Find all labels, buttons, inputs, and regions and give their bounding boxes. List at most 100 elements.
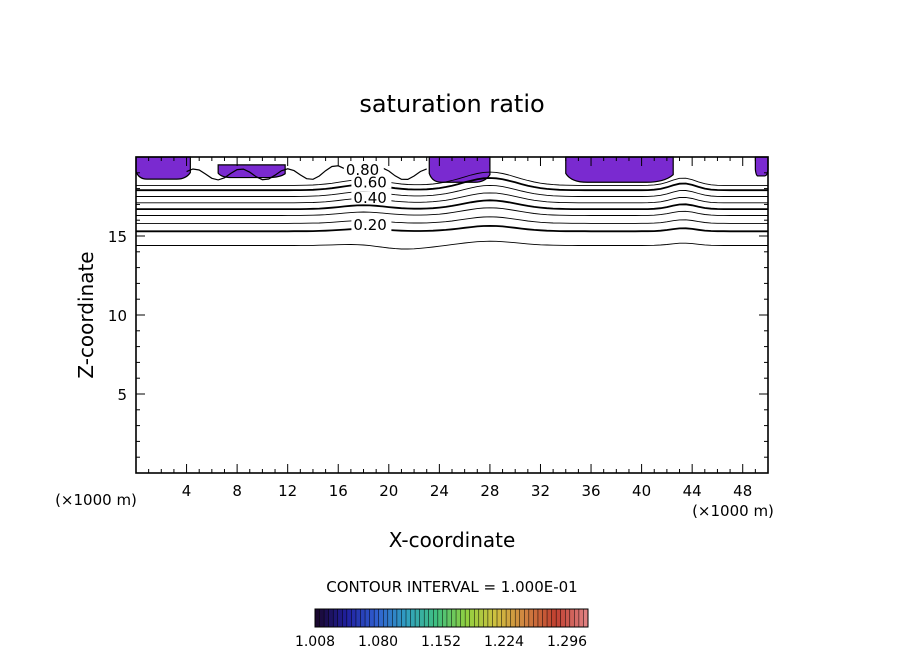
- contour-line: [136, 216, 768, 224]
- colorbar-cell: [542, 609, 548, 627]
- colorbar-cell: [428, 609, 434, 627]
- contour-line: [136, 192, 768, 204]
- colorbar-tick-label: 1.296: [547, 634, 587, 650]
- colorbar-cell: [433, 609, 439, 627]
- x-tick-label: 32: [531, 482, 550, 500]
- contour-labels: 0.800.600.40 0.20: [343, 161, 392, 234]
- colorbar-cell: [565, 609, 571, 627]
- contour-line: [136, 240, 768, 250]
- x-axis-label: X-coordinate: [389, 528, 516, 552]
- colorbar-cell: [337, 609, 343, 627]
- contour-line: [136, 224, 768, 233]
- colorbar-cell: [578, 609, 584, 627]
- y-tick-label: 10: [108, 307, 127, 325]
- colorbar-cell: [533, 609, 539, 627]
- colorbar-cell: [360, 609, 366, 627]
- x-tick-label: 48: [733, 482, 752, 500]
- colorbar-cell: [374, 609, 379, 627]
- colorbar-cell: [487, 609, 493, 627]
- x-tick-label: 28: [480, 482, 499, 500]
- colorbar-cell: [510, 609, 516, 627]
- x-tick-label: 24: [430, 482, 449, 500]
- x-tick-label: 40: [632, 482, 651, 500]
- colorbar-tick-label: 1.008: [295, 634, 335, 650]
- colorbar-cell: [519, 609, 525, 627]
- colorbar-cell: [437, 609, 443, 627]
- chart-title: saturation ratio: [359, 90, 544, 118]
- colorbar-cell: [324, 609, 329, 627]
- colorbar-cell: [392, 609, 398, 627]
- contour-line: [136, 177, 768, 192]
- colorbar-tick-labels: 1.008 1.080 1.152 1.224 1.296: [295, 634, 587, 650]
- contour-line: [136, 207, 768, 216]
- colorbar-cell: [492, 609, 498, 627]
- x-tick-labels: 4 8 12 16 20 24 28 32 36 40 44 48: [182, 482, 752, 500]
- colorbar-cell: [333, 609, 339, 627]
- contour-line: [136, 199, 768, 211]
- colorbar-cell: [483, 609, 489, 627]
- colorbar-frame: [314, 608, 589, 628]
- colorbar: [314, 608, 589, 628]
- colorbar-cell: [556, 609, 561, 627]
- colorbar-cell: [460, 609, 466, 627]
- contour-label-bg: [343, 162, 384, 176]
- contour-line: [136, 171, 768, 186]
- colorbar-cell: [583, 609, 589, 627]
- supersaturated-region: [135, 156, 191, 180]
- colorbar-cell: [415, 609, 420, 627]
- colorbar-cell: [469, 609, 475, 627]
- contour-label-bg: [351, 218, 392, 232]
- x-tick-label: 16: [329, 482, 348, 500]
- colorbar-cell: [515, 609, 521, 627]
- colorbar-cell: [442, 609, 448, 627]
- colorbar-cell: [319, 609, 325, 627]
- colorbar-cell: [315, 609, 320, 627]
- supersaturated-region: [428, 156, 491, 183]
- colorbar-cell: [551, 609, 557, 627]
- colorbar-cell: [346, 609, 352, 627]
- contour-label-bg: [351, 191, 392, 205]
- colorbar-cell: [451, 609, 457, 627]
- colorbar-cell: [569, 609, 575, 627]
- x-unit-left: (×1000 m): [55, 491, 137, 509]
- colorbar-cell: [342, 609, 348, 627]
- x-tick-label: 12: [278, 482, 297, 500]
- colorbar-cell: [351, 609, 357, 627]
- colorbar-cell: [474, 609, 480, 627]
- colorbar-cell: [419, 609, 425, 627]
- x-tick-label: 8: [232, 482, 242, 500]
- colorbar-cell: [365, 609, 370, 627]
- colorbar-cell: [369, 609, 375, 627]
- colorbar-cell: [528, 609, 534, 627]
- colorbar-cell: [465, 609, 470, 627]
- colorbar-cell: [410, 609, 416, 627]
- y-tick-label: 15: [108, 228, 127, 246]
- colorbar-tick-label: 1.224: [484, 634, 524, 650]
- y-axis-label: Z-coordinate: [74, 251, 98, 378]
- x-tick-label: 4: [182, 482, 192, 500]
- contour-label-bg: [351, 175, 392, 189]
- contour-label: 0.60: [353, 173, 386, 191]
- colorbar-cell: [378, 609, 384, 627]
- x-tick-label: 36: [581, 482, 600, 500]
- colorbar-cell: [396, 609, 402, 627]
- x-tick-label: 44: [683, 482, 702, 500]
- colorbar-cell: [456, 609, 461, 627]
- colorbar-cell: [497, 609, 502, 627]
- colorbar-cell: [424, 609, 430, 627]
- colorbar-cell: [387, 609, 393, 627]
- colorbar-cell: [383, 609, 389, 627]
- contour-line: [136, 184, 768, 197]
- y-tick-labels: 5 10 15: [108, 228, 127, 404]
- contour-lines: [136, 165, 768, 250]
- contour-interval-label: CONTOUR INTERVAL = 1.000E-01: [326, 578, 577, 596]
- contour-label: 0.80: [346, 161, 379, 179]
- colorbar-cell: [355, 609, 361, 627]
- axis-ticks: [136, 157, 768, 473]
- contour-label: 0.20: [353, 216, 386, 234]
- colorbar-cell: [401, 609, 407, 627]
- contour-label: 0.40: [353, 189, 386, 207]
- colorbar-cell: [560, 609, 566, 627]
- supersaturated-region: [565, 156, 674, 183]
- supersaturated-region: [217, 164, 286, 179]
